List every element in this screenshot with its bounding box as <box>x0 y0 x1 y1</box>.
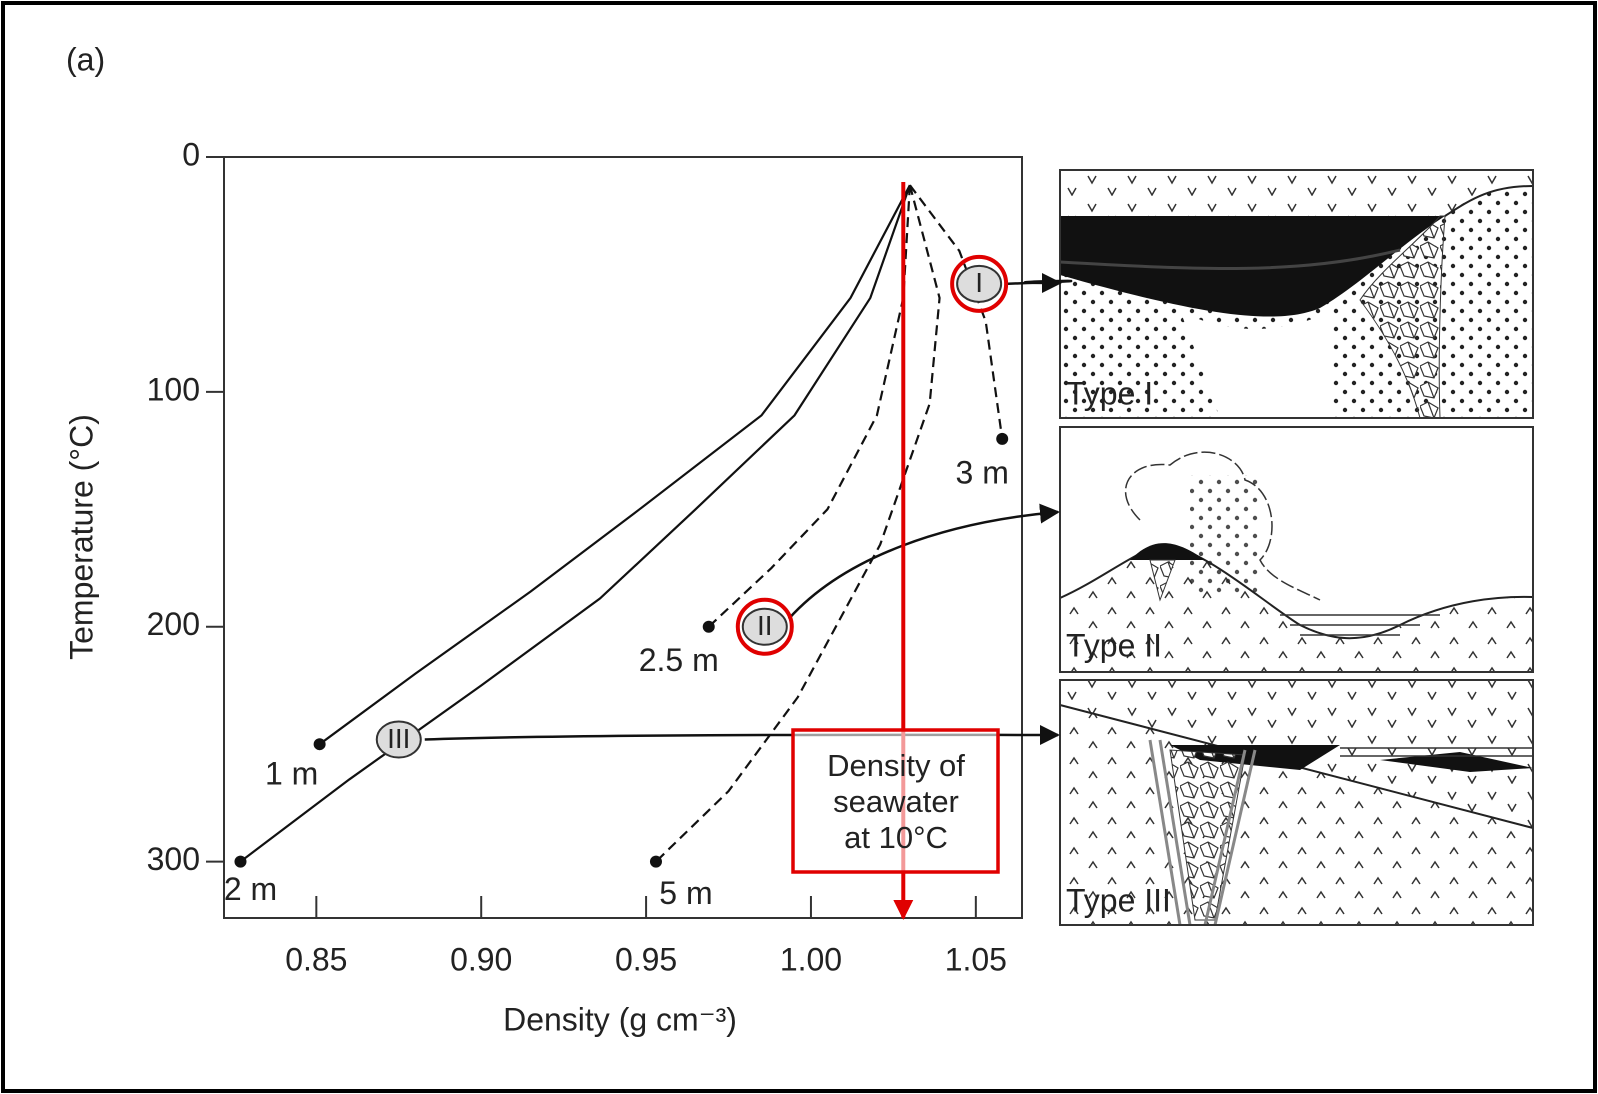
series-label: 5 m <box>659 875 712 911</box>
highlight-circle <box>950 254 1009 313</box>
x-tick-label: 1.05 <box>945 941 1007 977</box>
marker-badge <box>956 264 1003 303</box>
annotation-box <box>791 728 1000 874</box>
x-tick-label: 0.85 <box>285 941 347 977</box>
curve <box>707 185 911 628</box>
series-label: 3 m <box>956 454 1009 490</box>
marker-label: I <box>975 267 983 298</box>
curve <box>909 184 1004 440</box>
panel-label: Type III <box>1066 882 1171 918</box>
end-point <box>996 432 1009 445</box>
panel-type-1 <box>1059 169 1534 419</box>
figure-label: (a) <box>66 41 105 77</box>
panel-label: Type II <box>1066 627 1162 663</box>
panel-type-2 <box>1059 426 1534 673</box>
end-point <box>649 855 662 868</box>
marker-arrow <box>1005 272 1073 293</box>
marker-arrow <box>787 503 1060 620</box>
curve <box>655 184 941 863</box>
y-tick-label: 200 <box>147 606 200 642</box>
y-tick-label: 0 <box>182 136 200 172</box>
series-label: 2.5 m <box>639 642 719 678</box>
x-tick-label: 1.00 <box>780 941 842 977</box>
curve <box>318 184 911 746</box>
x-tick-label: 0.90 <box>450 941 512 977</box>
series-label: 1 m <box>265 756 318 792</box>
curve <box>239 184 911 863</box>
series-label: 2 m <box>224 871 277 907</box>
panel-type-3 <box>1059 679 1534 926</box>
marker-label: II <box>757 610 773 641</box>
y-axis-title: Temperature (°C) <box>63 414 99 660</box>
annotation-text: seawater <box>833 784 959 819</box>
x-tick-label: 0.95 <box>615 941 677 977</box>
end-point <box>702 620 715 633</box>
panel-label: Type I <box>1066 375 1153 411</box>
y-tick-label: 300 <box>147 841 200 877</box>
end-point <box>313 738 326 751</box>
annotation-text: Density of <box>827 748 965 783</box>
y-tick-label: 100 <box>147 371 200 407</box>
annotation-text: at 10°C <box>844 820 948 855</box>
highlight-circle <box>735 597 794 656</box>
marker-label: III <box>387 723 410 754</box>
marker-badge <box>741 607 788 646</box>
marker-badge <box>375 720 422 759</box>
x-axis-title: Density (g cm⁻³) <box>503 1001 737 1037</box>
plot-frame <box>223 156 1023 919</box>
end-point <box>234 855 247 868</box>
